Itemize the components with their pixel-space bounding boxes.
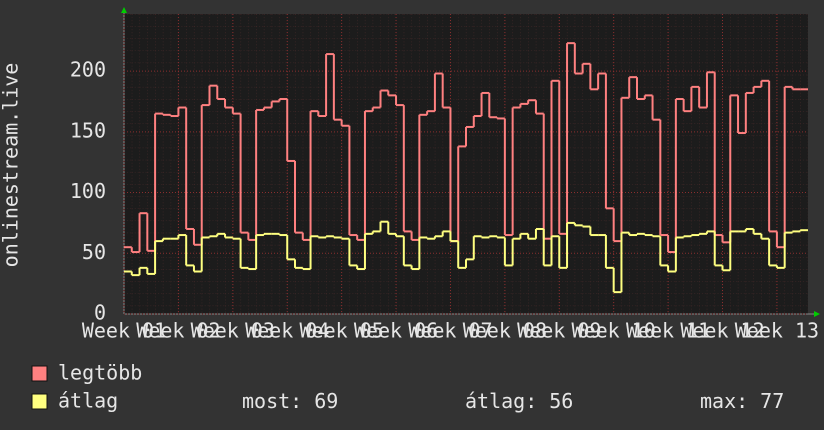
x-tick-label: Week 09 <box>517 319 601 343</box>
minor-grid <box>124 14 808 314</box>
x-tick-label: Week 08 <box>463 319 547 343</box>
stat-value: 56 <box>549 389 573 413</box>
x-tick-label: Week 07 <box>408 319 492 343</box>
x-tick-label: Week 05 <box>299 319 383 343</box>
x-tick-label: Week 02 <box>136 319 220 343</box>
x-tick-label: Week 03 <box>191 319 275 343</box>
x-tick-label: Week 04 <box>245 319 329 343</box>
stat-label: most: <box>242 389 302 413</box>
legend-swatch <box>31 393 48 410</box>
x-tick-label: Week 13 <box>735 319 819 343</box>
x-arrow <box>814 311 820 317</box>
x-tick-label: Week 12 <box>680 319 764 343</box>
stat-value: 77 <box>760 389 784 413</box>
legend-label: átlag <box>58 389 118 413</box>
y-arrow <box>121 7 127 13</box>
y-tick-label: 150 <box>70 118 106 142</box>
legend-label: legtöbb <box>58 361 142 385</box>
y-tick-label: 100 <box>70 179 106 203</box>
x-tick-label: Week 01 <box>82 319 166 343</box>
stat: most: 69 <box>242 389 338 413</box>
x-tick-label: Week 06 <box>354 319 438 343</box>
x-tick-label: Week 10 <box>572 319 656 343</box>
y-tick-label: 50 <box>82 240 106 264</box>
y-axis-label: onlinestream.live <box>0 63 23 268</box>
stat-value: 69 <box>314 389 338 413</box>
legend-swatch <box>31 365 48 382</box>
stat-label: átlag: <box>465 389 537 413</box>
stat: max: 77 <box>700 389 784 413</box>
stat: átlag: 56 <box>465 389 573 413</box>
stat-label: max: <box>700 389 748 413</box>
x-tick-label: Week 11 <box>626 319 710 343</box>
y-tick-label: 200 <box>70 58 106 82</box>
y-tick-label: 0 <box>94 301 106 325</box>
